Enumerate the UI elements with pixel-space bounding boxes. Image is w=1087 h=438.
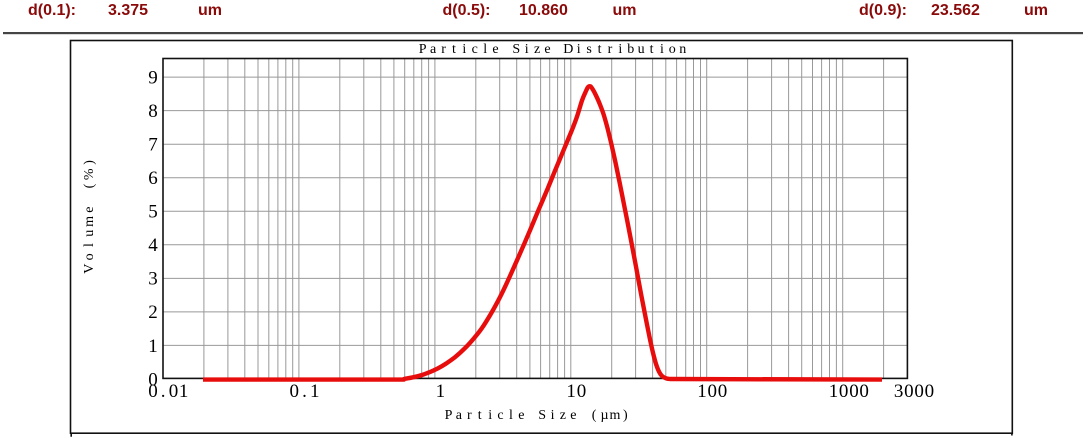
svg-text:Particle Size (µm): Particle Size (µm) [445, 408, 628, 423]
svg-text:23.562: 23.562 [931, 2, 980, 19]
svg-text:um: um [613, 2, 637, 19]
svg-text:2: 2 [148, 302, 158, 323]
svg-text:Volume (%): Volume (%) [82, 160, 97, 274]
svg-text:10: 10 [566, 381, 586, 402]
svg-text:um: um [1024, 2, 1048, 19]
svg-text:d(0.9):: d(0.9): [859, 2, 907, 19]
svg-text:3: 3 [148, 269, 158, 290]
svg-text:8: 8 [148, 101, 158, 122]
svg-text:3.375: 3.375 [108, 2, 148, 19]
svg-text:Particle Size Distribution: Particle Size Distribution [419, 42, 686, 57]
svg-text:9: 9 [148, 67, 158, 88]
svg-text:um: um [198, 2, 222, 19]
svg-text:d(0.5):: d(0.5): [443, 2, 491, 19]
svg-text:6: 6 [148, 168, 158, 189]
svg-text:10.860: 10.860 [519, 2, 568, 19]
svg-text:100: 100 [697, 381, 727, 402]
svg-text:0: 0 [148, 369, 158, 390]
svg-text:4: 4 [148, 235, 158, 256]
svg-text:1: 1 [148, 336, 158, 357]
svg-text:0.1: 0.1 [290, 381, 320, 402]
svg-text:d(0.1):: d(0.1): [28, 2, 76, 19]
svg-text:1: 1 [436, 381, 446, 402]
svg-text:1000: 1000 [829, 381, 869, 402]
svg-text:3000: 3000 [894, 381, 934, 402]
svg-text:0.01: 0.01 [148, 381, 188, 402]
svg-text:7: 7 [148, 134, 158, 155]
svg-text:5: 5 [148, 202, 158, 223]
